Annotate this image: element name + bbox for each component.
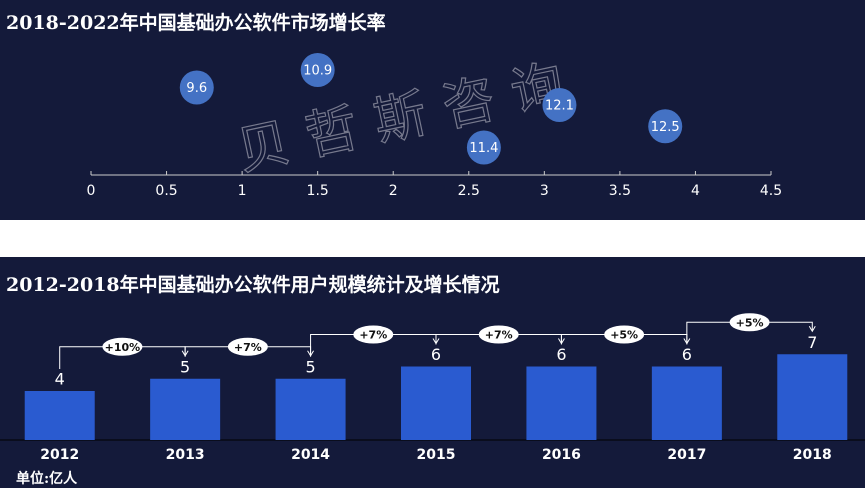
value-label: 6 [556, 345, 566, 364]
bubble [300, 53, 335, 87]
bubble-label: 12.5 [651, 120, 680, 135]
bubble-label: 10.9 [303, 64, 332, 79]
x-tick-label: 3 [540, 183, 549, 199]
bubble-label: 11.4 [469, 141, 498, 156]
x-tick-label: 0.5 [155, 183, 177, 199]
annotation-badge [353, 325, 394, 344]
annotation-badge [729, 313, 770, 332]
value-label: 6 [431, 345, 441, 364]
value-label: 7 [807, 333, 817, 352]
annotation-label: +7% [359, 329, 387, 342]
x-tick-label: 3.5 [609, 183, 631, 199]
x-tick-label: 2013 [166, 447, 205, 463]
chart-title: 2012-2018年中国基础办公软件用户规模统计及增长情况 [6, 273, 500, 296]
bubble [648, 109, 683, 144]
annotation-label: +7% [485, 329, 513, 342]
x-tick-label: 2016 [542, 447, 581, 463]
annotation-badge [227, 337, 268, 356]
x-tick-label: 2015 [417, 447, 456, 463]
x-tick-label: 2017 [667, 447, 706, 463]
bubble [466, 130, 501, 165]
value-label: 5 [180, 357, 190, 376]
annotation-arrow [808, 325, 816, 333]
annotation-label: +7% [234, 341, 262, 354]
bar [24, 391, 95, 440]
bar [401, 366, 471, 440]
value-label: 4 [55, 370, 65, 389]
bar [526, 366, 597, 440]
value-label: 5 [305, 357, 315, 376]
x-tick-label: 2 [389, 183, 398, 199]
annotation-label: +10% [105, 341, 141, 354]
x-tick-label: 1 [238, 183, 247, 199]
unit-label: 单位:亿人 [16, 470, 78, 487]
bar [777, 354, 848, 440]
annotation-label: +5% [610, 329, 638, 342]
x-tick-label: 4 [691, 183, 700, 199]
bubble [542, 88, 577, 122]
bar [275, 378, 346, 440]
x-tick-label: 2.5 [458, 183, 480, 199]
bar [651, 366, 722, 440]
x-tick-label: 0 [87, 183, 96, 199]
annotation-badge [604, 325, 645, 344]
x-tick-label: 2018 [793, 447, 832, 463]
annotation-badge [102, 337, 143, 356]
annotation-badge [478, 325, 519, 344]
bar [150, 378, 221, 440]
x-tick-label: 2012 [40, 447, 79, 463]
bubble [179, 70, 214, 105]
x-tick-label: 2014 [291, 447, 330, 463]
x-tick-label: 1.5 [307, 183, 329, 199]
x-tick-label: 4.5 [760, 183, 782, 199]
panel-top [0, 0, 865, 220]
chart-title: 2018-2022年中国基础办公软件市场增长率 [6, 11, 386, 34]
bubble-label: 12.1 [545, 99, 574, 114]
annotation-label: +5% [736, 316, 764, 329]
bubble-label: 9.6 [186, 81, 207, 96]
value-label: 6 [682, 345, 692, 364]
